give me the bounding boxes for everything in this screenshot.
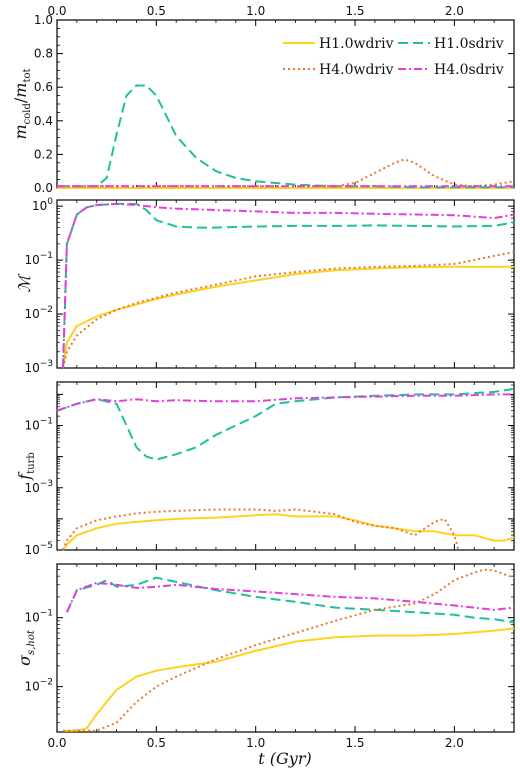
legend: H1.0wdriv H1.0sdriv H4.0wdriv H4.0sdriv — [283, 36, 504, 78]
y-tick-label: 0.6 — [34, 80, 53, 94]
series-line-H4.0wdriv — [62, 508, 460, 551]
y-tick-label: 10−1 — [24, 251, 53, 267]
y-tick-label: 0.8 — [34, 47, 53, 61]
x-tick-label: 2.0 — [445, 736, 464, 750]
ylabel-mach: ℳ — [15, 273, 34, 293]
series-layer — [56, 84, 515, 732]
top-x-tick-label: 0.5 — [147, 4, 166, 18]
y-tick-label: 10−1 — [24, 609, 53, 625]
top-x-tick-label: 1.5 — [345, 4, 364, 18]
ylabel-sigma: σs,hot — [15, 629, 37, 666]
x-tick-label: 0.0 — [47, 736, 66, 750]
legend-label-H4.0wdriv: H4.0wdriv — [319, 62, 394, 78]
ylabel-fturb: fturb — [15, 452, 37, 481]
series-line-H4.0sdriv — [62, 202, 515, 369]
panel-frame-mach — [56, 199, 515, 369]
panel-frame-sigma — [56, 563, 515, 733]
series-line-H1.0sdriv — [65, 576, 515, 624]
x-tick-label: 0.5 — [147, 736, 166, 750]
x-tick-label: 1.0 — [246, 736, 265, 750]
top-x-tick-label: 0.0 — [47, 4, 66, 18]
legend-label-H1.0wdriv: H1.0wdriv — [319, 36, 394, 52]
y-tick-label: 10−3 — [24, 479, 53, 495]
y-tick-label: 10−2 — [24, 678, 53, 694]
panel-frame-fturb — [56, 381, 515, 551]
series-line-H1.0sdriv — [62, 202, 515, 369]
series-line-H1.0sdriv — [57, 84, 514, 189]
y-tick-label: 10−5 — [24, 541, 53, 557]
y-tick-label: 10−3 — [24, 359, 53, 375]
y-tick-label: 10−2 — [24, 305, 53, 321]
ylabel-cold-fraction: mcold/mtot — [11, 68, 33, 139]
series-line-H4.0sdriv — [65, 581, 515, 613]
top-x-tick-label: 2.0 — [445, 4, 464, 18]
series-line-H1.0sdriv — [56, 387, 515, 461]
y-tick-label: 0.4 — [34, 114, 53, 128]
y-tick-label: 1.0 — [34, 13, 53, 27]
series-line-H4.0wdriv — [63, 568, 515, 732]
y-tick-label: 10−1 — [24, 417, 53, 433]
legend-label-H4.0sdriv: H4.0sdriv — [434, 62, 504, 78]
panels — [56, 19, 515, 733]
x-tick-label: 1.5 — [345, 736, 364, 750]
y-tick-label: 0.2 — [34, 147, 53, 161]
series-line-H1.0wdriv — [63, 627, 515, 732]
ticks: 0.0 0.2 0.4 0.6 0.8 1.0 10−3 10−2 10−1 100 10−5 10−… — [24, 4, 514, 750]
xlabel: t (Gyr) — [258, 749, 311, 768]
y-tick-label: 100 — [32, 197, 53, 213]
top-x-tick-label: 1.0 — [246, 4, 265, 18]
legend-label-H1.0sdriv: H1.0sdriv — [434, 36, 504, 52]
series-line-H1.0wdriv — [62, 513, 515, 551]
series-line-H4.0sdriv — [56, 393, 514, 412]
y-tick-label: 0.0 — [34, 181, 53, 195]
series-line-H4.0wdriv — [62, 251, 515, 369]
series-line-H1.0wdriv — [62, 265, 514, 369]
series-line-H4.0wdriv — [57, 158, 515, 188]
